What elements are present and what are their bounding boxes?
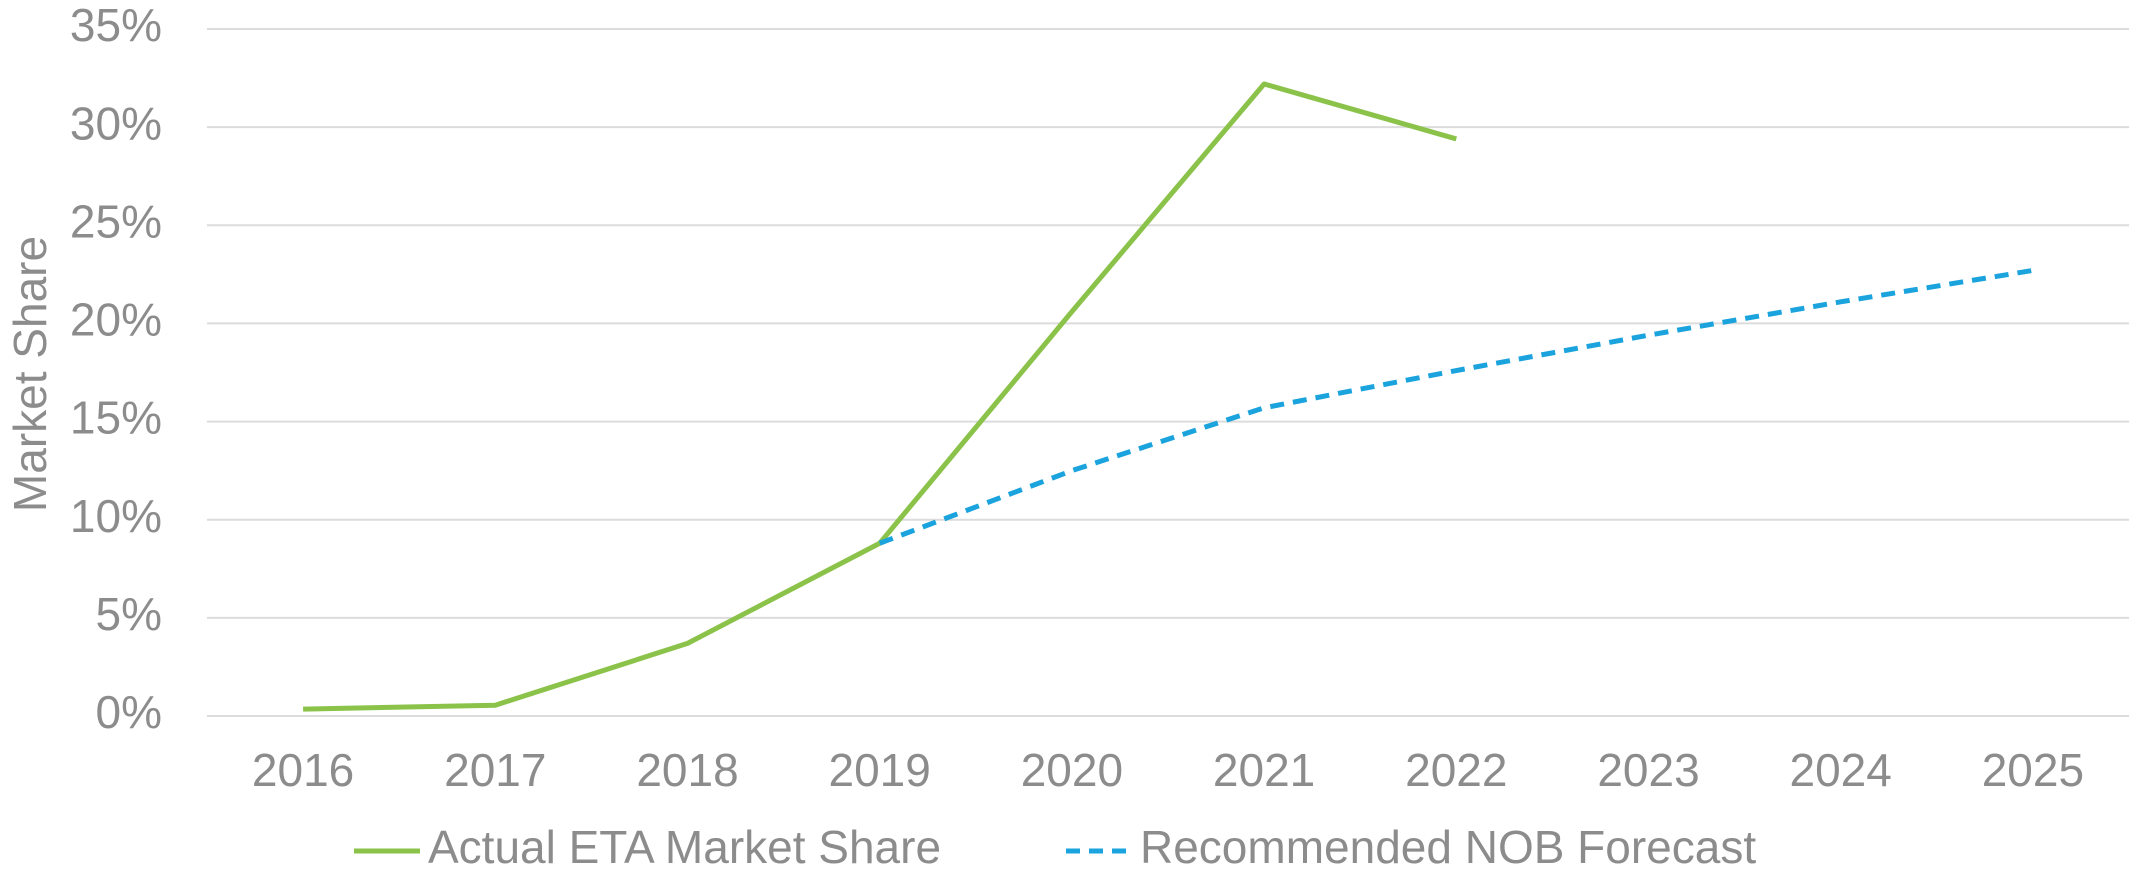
x-tick-label: 2019: [829, 744, 931, 796]
y-tick-label: 20%: [70, 294, 162, 346]
x-tick-label: 2021: [1213, 744, 1315, 796]
series-line: [878, 267, 2034, 546]
y-tick-label: 5%: [96, 588, 162, 640]
x-tick-label: 2017: [444, 744, 546, 796]
y-tick-label: 35%: [70, 0, 162, 51]
y-tick-label: 25%: [70, 195, 162, 247]
x-tick-label: 2018: [636, 744, 738, 796]
x-tick-label: 2022: [1405, 744, 1507, 796]
y-tick-label: 30%: [70, 97, 162, 149]
y-tick-label: 15%: [70, 392, 162, 444]
x-tick-label: 2025: [1982, 744, 2084, 796]
x-tick-label: 2016: [252, 744, 354, 796]
x-tick-label: 2024: [1790, 744, 1892, 796]
legend-label: Actual ETA Market Share: [428, 821, 941, 873]
x-tick-label: 2023: [1597, 744, 1699, 796]
legend-label: Recommended NOB Forecast: [1140, 821, 1756, 873]
series-line: [303, 81, 1457, 712]
x-tick-label: 2020: [1021, 744, 1123, 796]
y-tick-label: 10%: [70, 490, 162, 542]
y-axis-title: Market Share: [4, 236, 56, 512]
y-tick-label: 0%: [96, 686, 162, 738]
